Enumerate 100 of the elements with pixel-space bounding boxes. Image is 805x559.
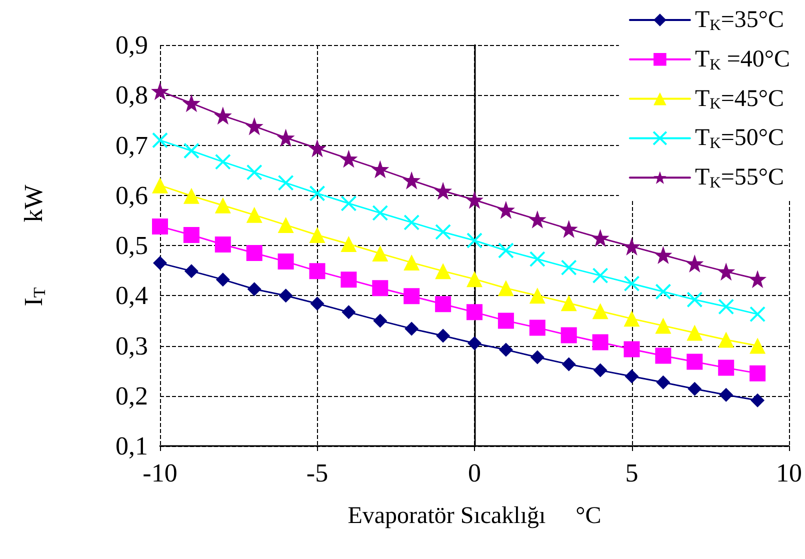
point (340, 195, 357, 212)
point (624, 310, 640, 327)
point (592, 303, 608, 320)
y-tick-label: 0,5 (116, 231, 148, 260)
point (592, 334, 608, 350)
point (214, 236, 231, 252)
point (151, 82, 169, 100)
point (276, 128, 295, 147)
point (719, 388, 734, 402)
point (278, 174, 294, 191)
point (560, 260, 577, 276)
point (278, 254, 294, 270)
point (340, 272, 357, 288)
point (591, 228, 610, 247)
point (247, 282, 262, 296)
x-tick-label: -10 (142, 458, 178, 488)
point (214, 197, 231, 214)
point (529, 251, 546, 268)
point (214, 154, 231, 170)
point (529, 288, 546, 304)
point (496, 200, 515, 219)
point (750, 393, 765, 408)
point (750, 365, 766, 382)
point (686, 324, 703, 341)
point (498, 342, 513, 357)
point (624, 276, 640, 292)
point (340, 150, 358, 168)
point (530, 350, 544, 364)
point (498, 242, 514, 259)
point (309, 185, 326, 202)
point (402, 171, 421, 190)
point (655, 284, 672, 300)
y-tick-label: 0,4 (116, 281, 148, 310)
point (560, 220, 578, 238)
y-tick-label: 0,8 (116, 80, 148, 110)
point (371, 160, 390, 178)
point (308, 139, 326, 158)
point (373, 314, 388, 328)
point (246, 164, 262, 180)
point (466, 304, 482, 320)
point (686, 292, 703, 308)
point (404, 254, 420, 271)
point (182, 94, 200, 112)
point (309, 263, 326, 280)
point (750, 338, 766, 354)
y-tick-label: 0,9 (116, 30, 148, 60)
x-tick-label: 0 (468, 458, 481, 488)
point (342, 305, 356, 320)
point (152, 218, 168, 234)
point (152, 132, 168, 148)
point (624, 341, 640, 358)
y-tick-label: 0,6 (116, 180, 148, 210)
point (592, 268, 608, 284)
point (686, 254, 704, 273)
point (717, 262, 736, 281)
point (153, 256, 167, 270)
x-tick-label: -5 (306, 458, 328, 488)
point (498, 280, 514, 296)
point (560, 295, 577, 312)
point (404, 214, 420, 230)
point (593, 363, 608, 378)
point (655, 318, 672, 334)
point (435, 296, 452, 312)
point (435, 263, 452, 280)
point (498, 312, 514, 329)
point (622, 238, 641, 256)
point (718, 360, 734, 376)
y-tick-label: 0,2 (116, 381, 148, 410)
point (560, 327, 577, 344)
point (183, 226, 200, 243)
point (309, 226, 326, 243)
point (466, 271, 482, 288)
point (245, 117, 264, 136)
point (528, 210, 546, 228)
point (466, 232, 482, 248)
point (404, 322, 419, 336)
y-tick-label: 0,3 (116, 331, 148, 360)
point (468, 336, 482, 350)
point (750, 306, 766, 322)
point (372, 280, 388, 296)
point (152, 177, 168, 194)
point (340, 236, 357, 252)
point (436, 328, 450, 343)
point (656, 375, 670, 390)
point (246, 206, 262, 223)
x-axis-title: Evaporatör Sıcaklığı °C (348, 503, 602, 529)
point (246, 245, 262, 262)
point (686, 354, 703, 370)
point (310, 296, 324, 311)
point (434, 182, 452, 200)
point (529, 320, 546, 336)
x-tick-label: 10 (776, 458, 802, 488)
point (624, 369, 639, 384)
point (654, 246, 672, 264)
point (435, 224, 452, 240)
point (718, 298, 734, 315)
point (404, 288, 420, 304)
point (372, 204, 388, 221)
point (748, 270, 767, 288)
point (278, 216, 294, 233)
